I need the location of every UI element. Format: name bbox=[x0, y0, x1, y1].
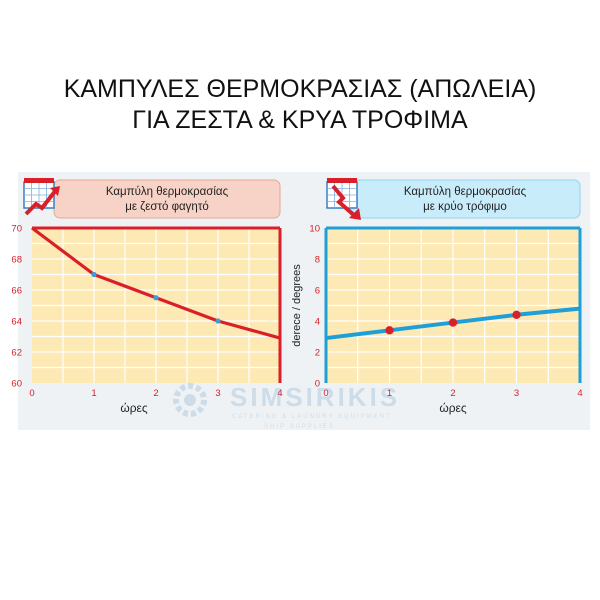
icon-arrow-head bbox=[349, 208, 361, 220]
rising-temperature-chart-icon bbox=[23, 178, 60, 216]
page-title-line-1: ΚΑΜΠΥΛΕΣ ΘΕΡΜΟΚΡΑΣΙΑΣ (ΑΠΩΛΕΙΑ) bbox=[63, 75, 537, 103]
chart-cold-xtick-label: 0 bbox=[323, 388, 328, 399]
chart-cold-point-2 bbox=[448, 318, 458, 327]
chart-hot-point-3 bbox=[215, 318, 221, 324]
chart-hot-ytick-label: 70 bbox=[11, 224, 22, 235]
chart-hot-point-2 bbox=[153, 295, 159, 301]
chart-cold-point-1 bbox=[385, 326, 394, 335]
falling-temperature-chart-icon bbox=[326, 178, 361, 220]
chart-cold-ytick-label: 0 bbox=[315, 379, 320, 390]
chart-cold-point-3 bbox=[512, 310, 521, 319]
chart-hot-xtick-label: 2 bbox=[153, 388, 158, 399]
icon-top-bar bbox=[327, 178, 357, 183]
chart-cold-ytick-label: 10 bbox=[309, 224, 320, 235]
chart-cold-ytick-label: 2 bbox=[315, 348, 320, 359]
icon-arrow-down bbox=[331, 184, 357, 218]
chart-hot-x-axis-label: ώρες bbox=[120, 401, 148, 415]
chart-cold-title-line-1: Καμπύλη θερμοκρασίας bbox=[404, 186, 527, 198]
chart-cold-xtick-label: 2 bbox=[450, 388, 455, 399]
icon-top-bar bbox=[24, 178, 54, 183]
chart-hot-xtick-label: 0 bbox=[29, 388, 34, 399]
chart-hot-xtick-label: 4 bbox=[277, 388, 282, 399]
chart-cold-x-axis-label: ώρες bbox=[439, 401, 467, 415]
page-title: ΚΑΜΠΥΛΕΣ ΘΕΡΜΟΚΡΑΣΙΑΣ (ΑΠΩΛΕΙΑ) ΓΙΑ ΖΕΣΤ… bbox=[0, 74, 600, 136]
chart-hot-point-1 bbox=[91, 271, 97, 278]
chart-hot-ytick-label: 60 bbox=[11, 379, 22, 390]
page-title-line-2: ΓΙΑ ΖΕΣΤΑ & ΚΡΥΑ ΤΡΟΦΙΜΑ bbox=[132, 106, 468, 134]
icon-arrow-head bbox=[50, 186, 60, 196]
chart-cold-y-axis-label: derece / degrees bbox=[291, 264, 303, 347]
chart-cold-xtick-label: 4 bbox=[577, 388, 582, 399]
chart-hot-xtick-label: 3 bbox=[215, 388, 220, 399]
chart-hot-xtick-label: 1 bbox=[91, 388, 96, 399]
chart-hot-ytick-label: 64 bbox=[11, 317, 22, 328]
chart-cold-ytick-label: 4 bbox=[315, 317, 320, 328]
chart-hot-ytick-label: 62 bbox=[11, 348, 22, 359]
chart-cold: Καμπύλη θερμοκρασίας με κρύο τρόφιμο 0 2 4 6 8… bbox=[291, 178, 583, 415]
chart-cold-xtick-label: 3 bbox=[514, 388, 519, 399]
chart-cold-title-line-2: με κρύο τρόφιμο bbox=[423, 201, 507, 213]
chart-hot-ytick-label: 66 bbox=[11, 286, 22, 297]
chart-cold-ytick-label: 8 bbox=[315, 255, 320, 266]
chart-hot-title-line-2: με ζεστό φαγητό bbox=[125, 201, 209, 213]
chart-hot: Καμπύλη θερμοκρασίας με ζεστό φαγητό 60 62 6… bbox=[11, 178, 283, 415]
chart-cold-xtick-label: 1 bbox=[387, 388, 392, 399]
chart-cold-ytick-label: 6 bbox=[315, 286, 320, 297]
chart-hot-title-line-1: Καμπύλη θερμοκρασίας bbox=[106, 186, 229, 198]
icon-arrow-up bbox=[24, 188, 58, 216]
chart-hot-ytick-label: 68 bbox=[11, 255, 22, 266]
